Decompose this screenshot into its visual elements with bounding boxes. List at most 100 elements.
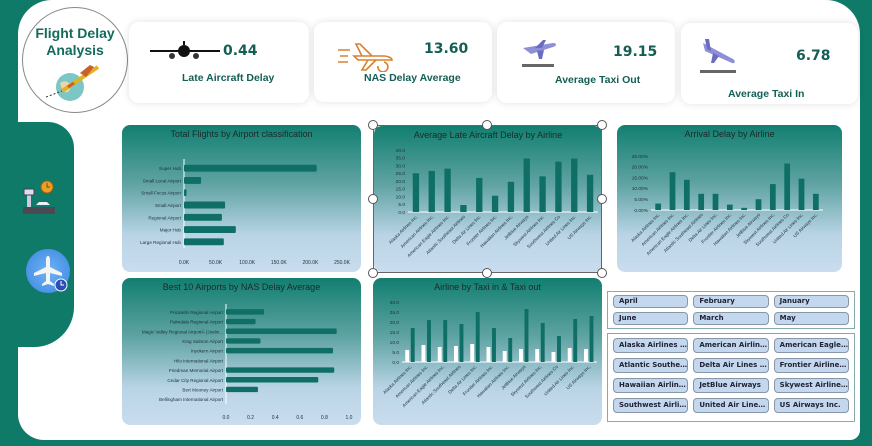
bar[interactable] (741, 207, 748, 210)
resize-handle[interactable] (597, 120, 607, 130)
bar[interactable] (555, 161, 562, 212)
bar[interactable] (476, 177, 483, 212)
bar[interactable] (683, 179, 690, 210)
bar-taxi-out[interactable] (459, 324, 464, 362)
bar[interactable] (226, 377, 319, 383)
bar-taxi-out[interactable] (410, 328, 415, 362)
bar-taxi-out[interactable] (573, 319, 578, 362)
bar[interactable] (669, 172, 676, 210)
bar[interactable] (491, 195, 499, 212)
bar[interactable] (812, 193, 819, 210)
slicer-button[interactable]: US Airways Inc. (773, 398, 849, 413)
slicer-button[interactable]: Southwest Airline... (613, 398, 689, 413)
tick-label: 25.0 (390, 310, 400, 316)
chart-taxi-in-out[interactable]: Airline by Taxi in & Taxi out 0.0 5.0 10.0 1… (373, 278, 602, 425)
tick-label: 0.00% (634, 208, 648, 214)
bar-taxi-out[interactable] (492, 328, 496, 362)
bar[interactable] (226, 367, 335, 373)
bar[interactable] (784, 163, 791, 210)
bar[interactable] (769, 184, 776, 210)
slicer-button[interactable]: May (773, 312, 849, 325)
bar-taxi-in[interactable] (486, 347, 491, 362)
bar[interactable] (184, 238, 224, 246)
bar-taxi-in[interactable] (519, 349, 523, 362)
resize-handle[interactable] (597, 194, 607, 204)
bar[interactable] (507, 181, 515, 212)
slicer-button[interactable]: United Air Lines Inc. (693, 398, 769, 413)
chart-arrival-delay[interactable]: Arrival Delay by Airline 0.00% 5.00% 10.00%… (617, 125, 842, 272)
resize-handle[interactable] (368, 120, 378, 130)
bar-taxi-out[interactable] (508, 338, 513, 362)
bar[interactable] (539, 176, 546, 212)
slicer-button[interactable]: Alaska Airlines Inc. (613, 338, 689, 353)
resize-handle[interactable] (482, 120, 492, 130)
bar-taxi-in[interactable] (405, 350, 410, 362)
resize-handle[interactable] (368, 268, 378, 278)
chart-best-airports-nas[interactable]: Best 10 Airports by NAS Delay Average Poc… (122, 278, 361, 425)
bar-taxi-in[interactable] (454, 346, 458, 362)
bar[interactable] (226, 338, 261, 344)
bar[interactable] (698, 193, 705, 210)
slicer-button[interactable]: Skywest Airlines Inc. (773, 378, 849, 393)
bar[interactable] (712, 193, 719, 210)
bar[interactable] (226, 386, 258, 393)
slicer-button[interactable]: June (613, 312, 689, 325)
slicer-button[interactable]: February (693, 295, 769, 308)
bar-taxi-in[interactable] (551, 352, 556, 362)
bar[interactable] (226, 318, 256, 325)
slicer-button[interactable]: American Eagle Ai... (773, 338, 849, 353)
bar[interactable] (460, 205, 467, 212)
bar[interactable] (226, 309, 265, 315)
slicer-button[interactable]: Frontier Airlines Inc. (773, 358, 849, 373)
bar[interactable] (184, 176, 202, 184)
bar[interactable] (523, 158, 530, 212)
bar[interactable] (655, 203, 662, 210)
chart-late-aircraft-delay[interactable]: Average Late Aircraft Delay by Airline 0.… (374, 126, 602, 272)
tick-label: 20.0 (396, 179, 406, 185)
bar-taxi-in[interactable] (535, 349, 540, 362)
flight-time-icon[interactable] (26, 249, 70, 293)
slicer-button[interactable]: Delta Air Lines Inc. (693, 358, 769, 373)
bar-taxi-out[interactable] (557, 336, 561, 362)
bar-taxi-out[interactable] (443, 320, 448, 362)
bar-taxi-out[interactable] (475, 312, 480, 362)
airport-clock-icon[interactable] (20, 180, 56, 216)
bar-taxi-in[interactable] (567, 348, 572, 362)
bar[interactable] (571, 158, 578, 212)
slicer-button[interactable]: March (693, 312, 769, 325)
bar-taxi-in[interactable] (437, 347, 442, 362)
resize-handle[interactable] (368, 194, 378, 204)
bar[interactable] (798, 178, 805, 210)
bar-taxi-in[interactable] (502, 351, 507, 362)
slicer-button[interactable]: American Airlines ... (693, 338, 769, 353)
bar[interactable] (586, 174, 594, 212)
bar-taxi-out[interactable] (589, 316, 594, 362)
bar[interactable] (184, 164, 317, 172)
bar-taxi-in[interactable] (470, 344, 475, 362)
bar-taxi-in[interactable] (421, 345, 426, 362)
bar[interactable] (184, 226, 236, 234)
bar[interactable] (428, 170, 435, 212)
bar[interactable] (412, 173, 420, 212)
tick-label: 5.0 (398, 202, 405, 208)
bar-taxi-out[interactable] (524, 309, 529, 362)
resize-handle[interactable] (597, 268, 607, 278)
slicer-button[interactable]: January (773, 295, 849, 308)
bar[interactable] (444, 168, 451, 212)
bar-taxi-out[interactable] (540, 323, 545, 362)
slicer-button[interactable]: Atlantic Southeas... (613, 358, 689, 373)
chart-total-flights[interactable]: Total Flights by Airport classification S… (122, 125, 361, 272)
bar[interactable] (226, 347, 334, 354)
bar[interactable] (184, 213, 222, 221)
bar[interactable] (184, 201, 226, 209)
bar[interactable] (226, 328, 337, 334)
slicer-button[interactable]: JetBlue Airways (693, 378, 769, 393)
bar-taxi-out[interactable] (427, 320, 431, 362)
bar-taxi-in[interactable] (584, 349, 588, 362)
bar[interactable] (184, 189, 187, 197)
bar[interactable] (726, 204, 733, 210)
slicer-button[interactable]: Hawaiian Airlines I... (613, 378, 689, 393)
bar[interactable] (755, 199, 762, 210)
resize-handle[interactable] (482, 268, 492, 278)
slicer-button[interactable]: April (613, 295, 689, 308)
